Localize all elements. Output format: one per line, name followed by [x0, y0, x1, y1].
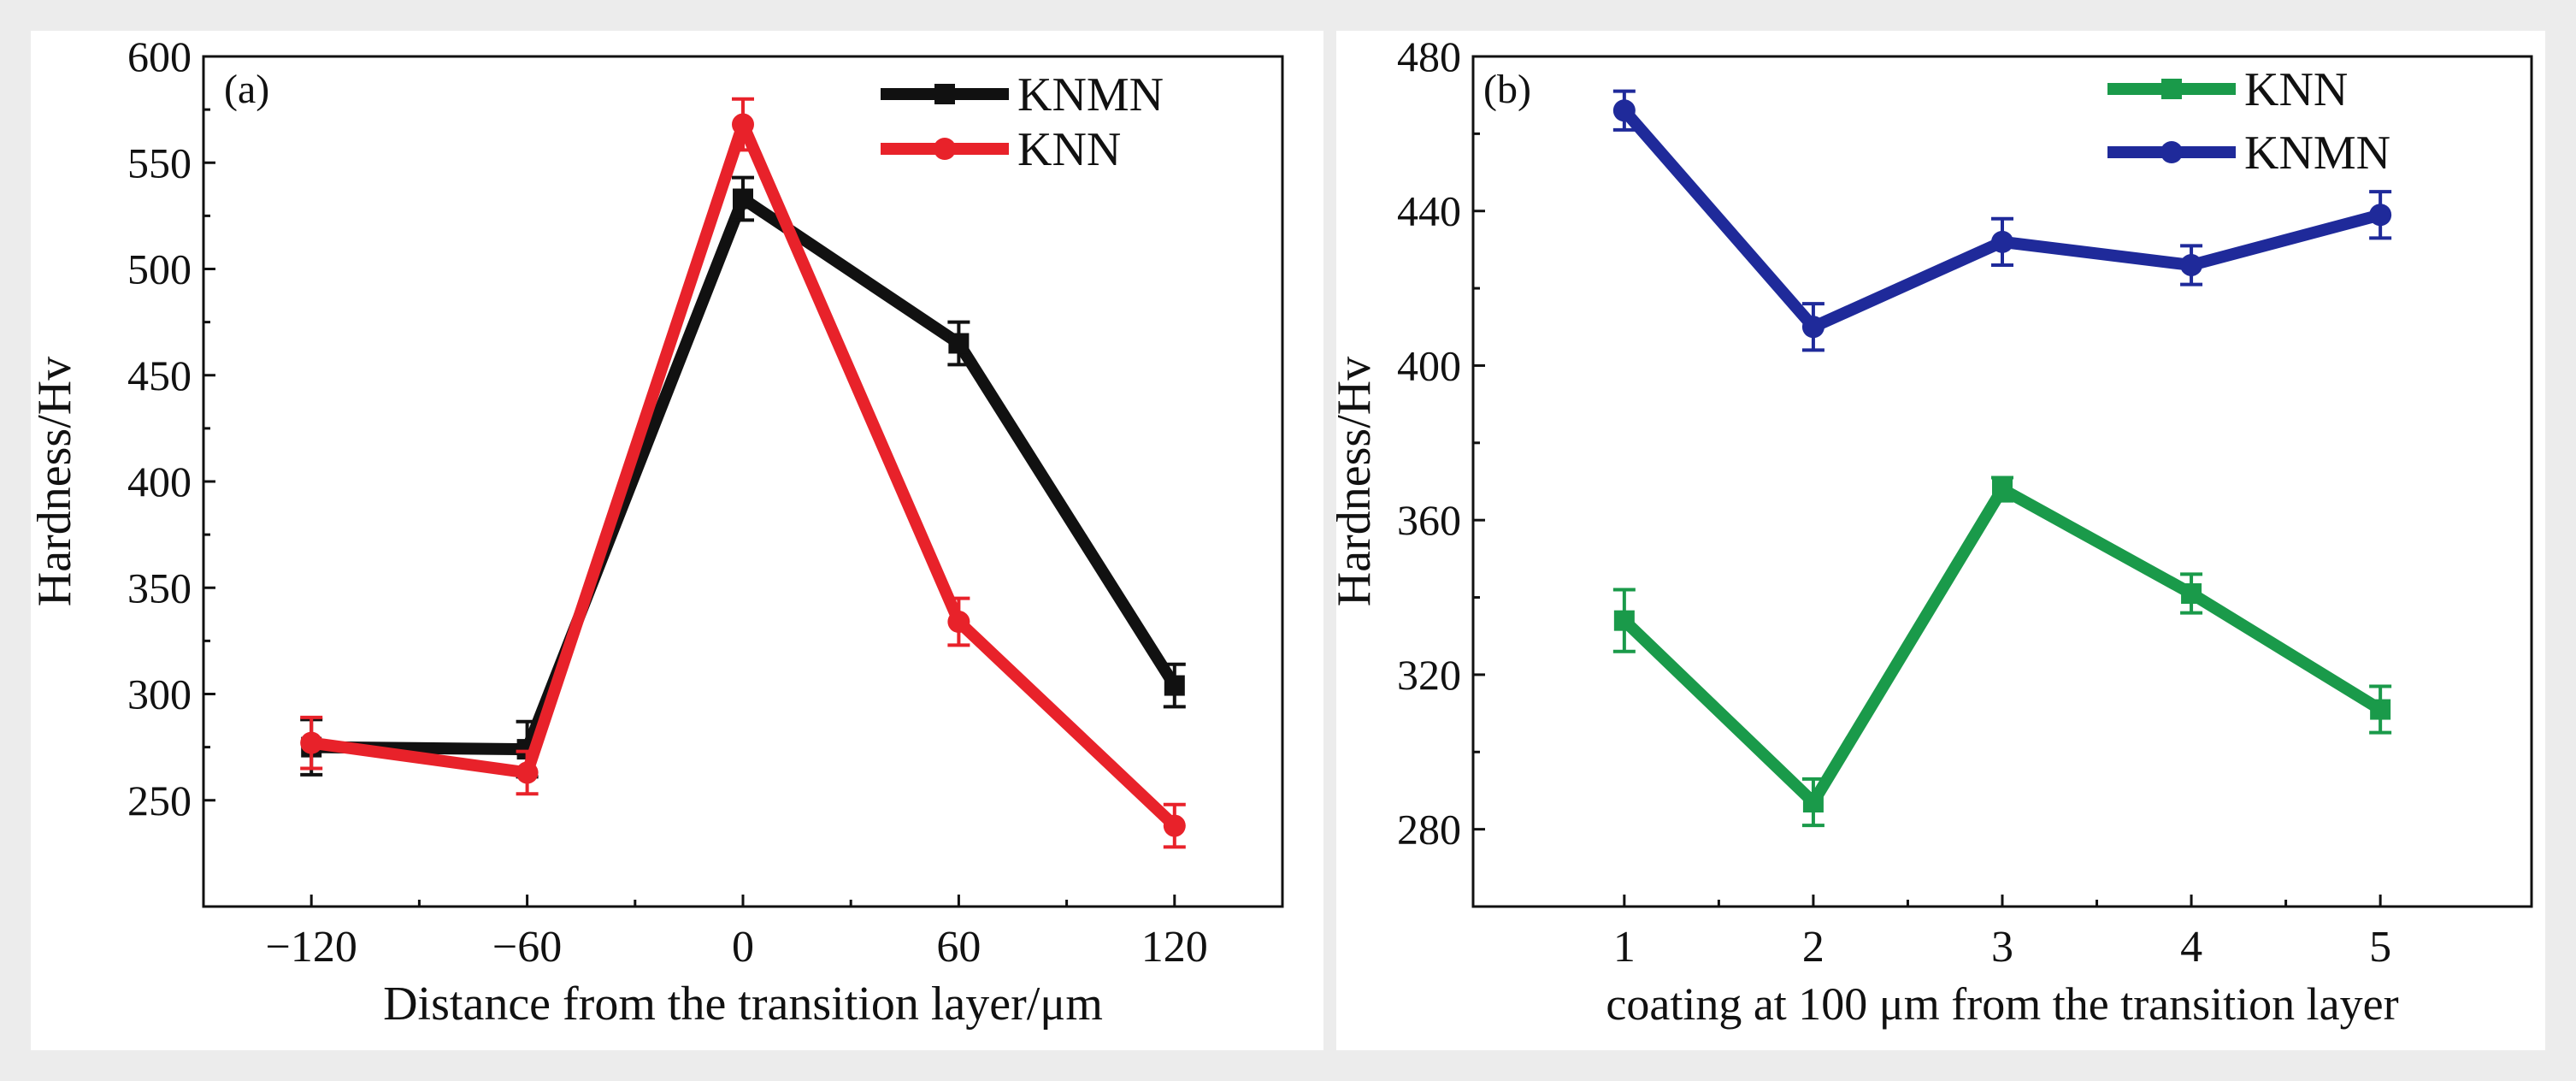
panel-a-x-tick-label: 120	[1141, 923, 1208, 972]
panel-a-y-tick-label: 400	[127, 458, 192, 505]
panel-a-knn-point	[947, 611, 970, 634]
panel-b-knn-point	[2370, 699, 2391, 720]
panel-b-series-knmn	[1612, 89, 2392, 352]
panel-a-series	[300, 97, 1186, 849]
panel-b-legend-item-knn: KNN	[2107, 63, 2348, 116]
panel-b-y-tick-label: 280	[1397, 806, 1461, 854]
panel-a-y-tick-label: 350	[127, 564, 192, 611]
panel-b-y-tick-label: 440	[1397, 187, 1461, 235]
panel-a-y-tick-label: 250	[127, 777, 192, 824]
panel-b-y-tick-label: 320	[1397, 651, 1461, 699]
panel-a-x-ticks: −120 −60 0 60 120	[266, 895, 1208, 972]
panel-b-knmn-point	[1801, 316, 1824, 339]
panel-b-knmn-point	[2369, 204, 2392, 227]
panel-a-knn-point	[732, 113, 754, 136]
panel-b-legend-item-knmn: KNMN	[2107, 127, 2390, 180]
panel-a-y-tick-label: 300	[127, 670, 192, 718]
panel-a-knmn-point	[948, 333, 970, 354]
panel-b-label: (b)	[1483, 67, 1531, 112]
panel-a-y-tick-label: 550	[127, 139, 192, 186]
panel-b-y-tick-label: 480	[1397, 32, 1461, 80]
panel-a-y-tick-label: 500	[127, 245, 192, 293]
panel-b-y-tick-label: 400	[1397, 341, 1461, 389]
panel-b-x-axis-label: coating at 100 μm from the transition la…	[1606, 978, 2398, 1030]
panel-b-series-knn	[1612, 476, 2392, 828]
panel-a-knn-point	[516, 761, 539, 784]
panel-b-knn-point	[1802, 792, 1824, 813]
panel-a-knmn-point	[733, 188, 753, 210]
panel-a-background	[31, 31, 1323, 1050]
panel-a-x-axis-label: Distance from the transition layer/μm	[383, 978, 1103, 1031]
panel-a-legend-marker-knn	[934, 138, 956, 160]
panel-a-knn-point	[300, 731, 323, 754]
panel-a-legend-marker-knmn	[934, 84, 955, 104]
panel-b-knmn-point	[2180, 253, 2203, 276]
panel-a-y-tick-label: 450	[127, 351, 192, 399]
panel-b-knn-point	[2181, 583, 2202, 605]
panel-a-legend-label-knmn: KNMN	[1017, 68, 1164, 121]
panel-b-legend: KNN KNMN	[2107, 63, 2390, 180]
panel-a-series-knmn	[300, 175, 1186, 779]
panel-a-x-tick-label: −120	[266, 923, 357, 972]
panel-a: (a) 250 300 350 400 450 500 550 600 −120 −60 0 60 1…	[28, 31, 1323, 1050]
panel-a-knmn-point	[1164, 675, 1185, 696]
panel-a-series-knn	[300, 97, 1186, 849]
panel-b-legend-marker-knn	[2161, 79, 2182, 99]
panel-b-y-axis-label: Hardness/Hv	[1328, 357, 1381, 606]
panel-b-series	[1612, 89, 2392, 828]
panel-a-y-axis-label: Hardness/Hv	[28, 357, 81, 606]
panel-b-y-ticks: 280 320 360 400 440 480	[1397, 32, 1485, 854]
panel-b-x-tick-label: 4	[2180, 923, 2202, 972]
panel-b-knn-point	[1613, 610, 1635, 631]
panel-b-legend-marker-knmn	[2160, 141, 2183, 163]
panel-a-legend-item-knn: KNN	[881, 123, 1121, 176]
panel-b-x-tick-label: 2	[1802, 923, 1824, 972]
panel-a-legend-item-knmn: KNMN	[881, 68, 1164, 121]
panel-b-x-ticks: 1 2 3 4 5	[1613, 895, 2391, 972]
panel-b-x-tick-label: 5	[2369, 923, 2391, 972]
panel-a-legend-label-knn: KNN	[1017, 123, 1121, 176]
panel-a-x-tick-label: 60	[936, 923, 981, 972]
panel-a-label: (a)	[224, 67, 269, 112]
panel-b-y-tick-label: 360	[1397, 496, 1461, 544]
panel-b-knmn-point	[1612, 99, 1636, 122]
panel-b-legend-label-knn: KNN	[2244, 63, 2348, 116]
panel-a-x-tick-label: −60	[492, 923, 562, 972]
panel-b-knn-point	[1992, 479, 2013, 500]
panel-a-knn-point	[1163, 814, 1186, 837]
panel-b-background	[1336, 31, 2545, 1050]
panel-b-knmn-point	[1991, 230, 2013, 253]
panel-b-x-tick-label: 1	[1613, 923, 1636, 972]
panel-a-y-ticks: 250 300 350 400 450 500 550 600	[127, 32, 215, 824]
panel-b: (b) 280 320 360 400 440 480 1 2 3 4 5 coating at …	[1328, 31, 2545, 1050]
panel-a-y-tick-label: 600	[127, 32, 192, 80]
panel-b-legend-label-knmn: KNMN	[2244, 127, 2390, 180]
panel-a-x-tick-label: 0	[732, 923, 754, 972]
panel-b-x-tick-label: 3	[1991, 923, 2013, 972]
